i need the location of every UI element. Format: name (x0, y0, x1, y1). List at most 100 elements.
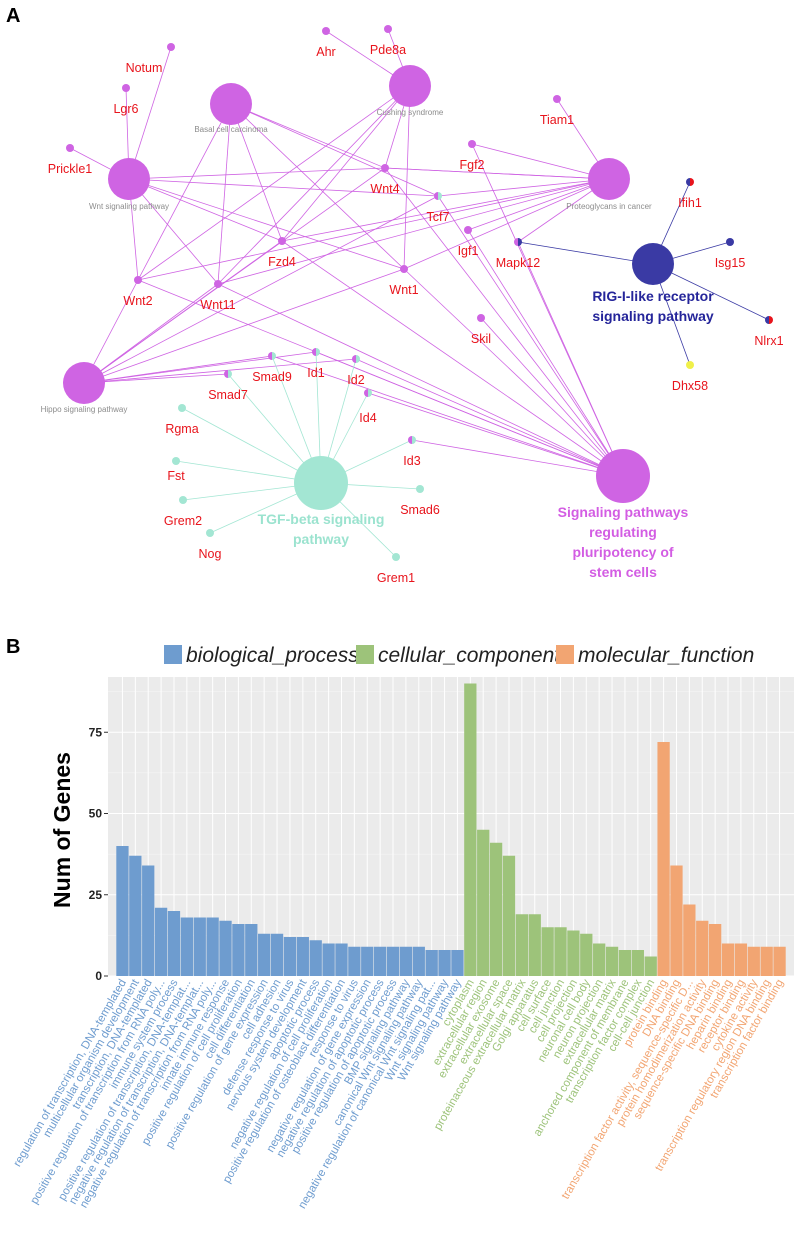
hub-label-cush: Cushing syndrome (377, 108, 444, 117)
gene-label-skil: Skil (471, 332, 491, 346)
edge-cush-wnt2 (137, 85, 411, 281)
gene-node-id1 (312, 348, 320, 356)
bar-negative-regulation-of-canonical-wnt-signaling-pat (425, 950, 438, 976)
gene-label-fst: Fst (167, 469, 185, 483)
gene-label-nog: Nog (199, 547, 222, 561)
bar-cell-projection (567, 930, 580, 976)
legend-label-biological-process: biological_process (186, 644, 359, 667)
gene-node-wnt11 (214, 280, 222, 288)
bar-neuron-projection (593, 943, 606, 976)
bar-protein-binding (657, 742, 670, 976)
bar-positive-regulation-of-osteoblast-differentiation (335, 943, 348, 976)
edge-cush-fzd4 (281, 85, 411, 242)
gene-label-id3: Id3 (403, 454, 420, 468)
gene-label-id4: Id4 (359, 411, 376, 425)
edge-stem-fzd4 (281, 240, 624, 477)
edge-bcc-wnt2 (137, 103, 232, 281)
gene-label-rgma: Rgma (165, 422, 198, 436)
x-tick-labels: regulation of transcription, DNA-templat… (12, 977, 787, 1211)
legend-swatch-biological-process (164, 645, 182, 664)
gene-node-isg15 (726, 238, 734, 246)
edge-stem-skil (480, 317, 624, 477)
gene-label-smad7: Smad7 (208, 388, 248, 402)
chart-legend: biological_process cellular_component mole… (164, 644, 754, 667)
edge-prot-wnt1 (403, 178, 610, 270)
gene-label-fzd4: Fzd4 (268, 255, 296, 269)
edge-cush-wnt1 (403, 85, 411, 270)
edge-wnt-fzd4 (128, 178, 283, 242)
gene-node-rgma (178, 404, 186, 412)
panel-b-letter: B (6, 636, 20, 658)
bar-heparin-binding (721, 943, 735, 976)
network-edges (69, 28, 770, 558)
hub-node-hippo (63, 362, 105, 404)
gene-label-smad6: Smad6 (400, 503, 440, 517)
gene-node-wnt4 (381, 164, 389, 172)
gene-label-dhx58: Dhx58 (672, 379, 708, 393)
gene-node-igf1 (464, 226, 472, 234)
bar-positive-regulation-of-cell-proliferation (232, 924, 245, 976)
gene-label-wnt2: Wnt2 (123, 294, 152, 308)
y-tick-label-50: 50 (89, 807, 103, 821)
hub-node-stem (596, 449, 650, 503)
bar-transcription-factor-activity-sequence-specific-d (683, 904, 696, 976)
edge-stem-id2 (355, 358, 624, 477)
bar-cytoplasm (464, 683, 477, 976)
edge-bcc-wnt4 (230, 103, 386, 169)
bar-extracellular-space (502, 855, 516, 976)
legend-label-cellular-component: cellular_component (378, 644, 561, 667)
gene-node-skil (477, 314, 485, 322)
gene-node-id4 (364, 389, 372, 397)
hub-node-cush (389, 65, 431, 107)
edge-wnt-wnt11 (128, 178, 219, 285)
edge-hippo-fzd4 (83, 240, 283, 384)
gene-node-ifih1 (686, 178, 694, 186)
y-axis-ticks: 0 25 50 75 (89, 725, 108, 983)
edge-prot-wnt2 (137, 178, 610, 281)
gene-label-grem2: Grem2 (164, 514, 202, 528)
gene-label-ifih1: Ifih1 (678, 196, 702, 210)
gene-node-grem1 (392, 553, 400, 561)
gene-label-isg15: Isg15 (715, 256, 746, 270)
gene-label-smad9: Smad9 (252, 370, 292, 384)
y-axis-label: Num of Genes (49, 752, 75, 908)
bar-cell-surface (541, 927, 554, 976)
legend-item-molecular-function: molecular_function (556, 644, 754, 667)
gene-node-smad9 (268, 352, 276, 360)
bars (116, 683, 786, 976)
bar-multicellular-organism-development (129, 855, 142, 976)
gene-node-fgf2 (468, 140, 476, 148)
gene-label-wnt11: Wnt11 (200, 298, 235, 312)
gene-label-id1: Id1 (307, 366, 324, 380)
gene-node-fst (172, 457, 180, 465)
edge-hippo-wnt1 (83, 268, 405, 384)
gene-node-id2 (352, 355, 360, 363)
gene-node-pde8a (384, 25, 392, 33)
bar-defense-response-to-virus (283, 937, 297, 976)
gene-node-tcf7 (434, 192, 442, 200)
hub-node-bcc (210, 83, 252, 125)
edge-stem-igf1 (467, 229, 624, 477)
bar-cell-junction (554, 927, 567, 976)
gene-node-ahr (322, 27, 330, 35)
edge-prot-tcf7 (437, 178, 610, 197)
bar-cell-adhesion (270, 933, 284, 976)
edge-stem-wnt11 (217, 283, 624, 477)
gene-node-mapk12 (514, 238, 522, 246)
gene-label-wnt1: Wnt1 (389, 283, 418, 297)
gene-node-wnt1 (400, 265, 408, 273)
gene-label-fgf2: Fgf2 (459, 158, 484, 172)
gene-node-notum (167, 43, 175, 51)
bar-negative-regulation-of-transcription-from-rna-poly (206, 917, 219, 976)
bar-cell-differentiation (245, 924, 258, 976)
hub-label-tgf: TGF-beta signaling pathway (258, 511, 385, 547)
gene-node-dhx58 (686, 361, 694, 369)
bar-extracellular-region (477, 829, 490, 976)
gene-label-ahr: Ahr (316, 45, 335, 59)
bar-extracellular-matrix (605, 946, 619, 976)
gene-node-grem2 (179, 496, 187, 504)
bar-proteinaceous-extracellular-matrix (515, 914, 529, 976)
bar-transcription-factor-complex (631, 950, 644, 976)
edge-wnt-wnt1 (128, 178, 405, 270)
edge-rig-mapk12 (517, 241, 654, 265)
